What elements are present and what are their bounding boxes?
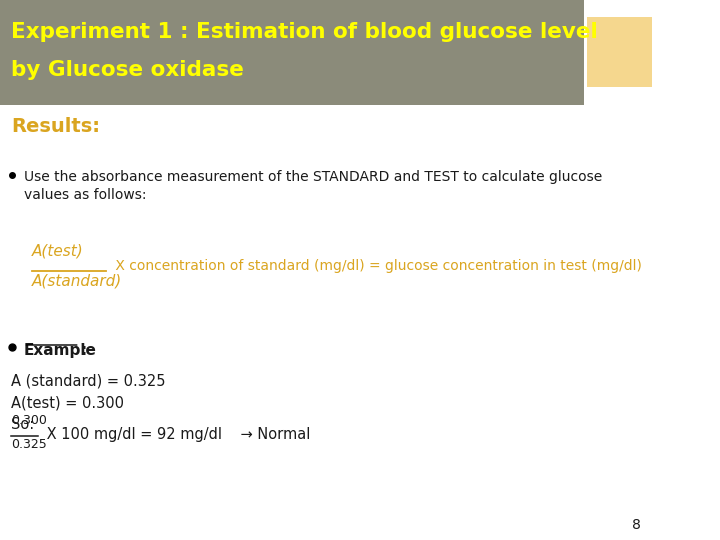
- Text: X 100 mg/dl = 92 mg/dl    → Normal: X 100 mg/dl = 92 mg/dl → Normal: [42, 427, 310, 442]
- Text: 0.325: 0.325: [11, 438, 47, 451]
- Text: Experiment 1 : Estimation of blood glucose level: Experiment 1 : Estimation of blood gluco…: [11, 22, 598, 42]
- Text: :: :: [81, 343, 87, 358]
- Text: by Glucose oxidase: by Glucose oxidase: [11, 60, 244, 80]
- Text: Example: Example: [24, 343, 96, 358]
- Text: A (standard) = 0.325: A (standard) = 0.325: [11, 373, 166, 388]
- Text: X concentration of standard (mg/dl) = glucose concentration in test (mg/dl): X concentration of standard (mg/dl) = gl…: [112, 259, 642, 273]
- Text: A(standard): A(standard): [32, 274, 122, 289]
- Text: So:: So:: [11, 417, 34, 432]
- Text: Use the absorbance measurement of the STANDARD and TEST to calculate glucose: Use the absorbance measurement of the ST…: [24, 170, 602, 184]
- Text: Results:: Results:: [11, 117, 100, 136]
- Text: A(test) = 0.300: A(test) = 0.300: [11, 395, 124, 410]
- Text: 8: 8: [632, 518, 641, 532]
- Text: A(test): A(test): [32, 243, 84, 258]
- FancyBboxPatch shape: [587, 17, 652, 87]
- Text: values as follows:: values as follows:: [24, 188, 146, 202]
- FancyBboxPatch shape: [0, 0, 584, 105]
- Text: 0.300: 0.300: [11, 414, 47, 427]
